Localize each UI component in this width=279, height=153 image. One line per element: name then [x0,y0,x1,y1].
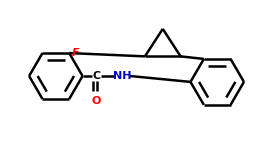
Text: F: F [72,48,80,58]
Text: O: O [92,96,101,106]
Text: C: C [92,71,100,81]
Text: NH: NH [113,71,131,81]
